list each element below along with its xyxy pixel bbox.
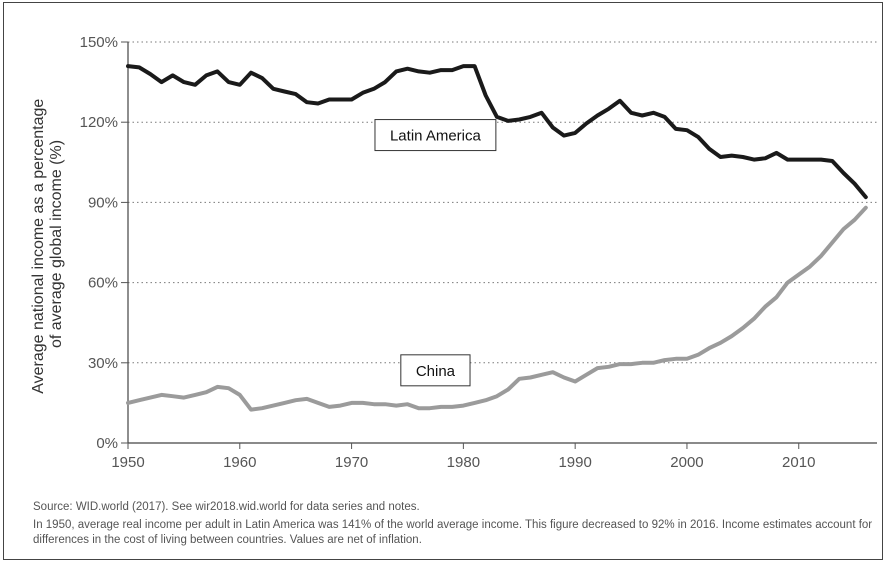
x-axis-ticks: 1950 1960 1970 1980 1990 2000 2010 [111,443,815,471]
y-axis-label: Average national income as a percentage … [30,94,65,393]
y-axis-label-line-1: Average national income as a percentage [30,99,47,394]
y-tick-label: 90% [88,194,118,211]
description-note: In 1950, average real income per adult i… [33,519,873,546]
latin-america-label: Latin America [374,119,497,152]
x-tick-label: 1960 [223,454,256,471]
x-tick-label: 2010 [782,454,815,471]
x-tick-label: 1950 [111,454,144,471]
x-tick-label: 2000 [670,454,703,471]
y-axis-label-line-2: of average global income (%) [48,140,65,348]
y-tick-label: 60% [88,275,118,292]
china-label-box [400,354,471,387]
y-tick-label: 120% [80,114,118,131]
figure-notes: Source: WID.world (2017). See wir2018.wi… [33,500,873,551]
latin-america-label-box [374,119,497,152]
series-lines [126,64,868,412]
x-tick-label: 1970 [335,454,368,471]
line-chart: 0% 30% 60% 90% 120% 150% 1950 1960 1970 1980 1990… [30,34,877,471]
axes [127,42,877,444]
x-tick-label: 1980 [447,454,480,471]
figure-frame [3,2,883,560]
source-note: Source: WID.world (2017). See wir2018.wi… [33,501,420,513]
latin-america-label-text: Latin America [390,128,482,145]
x-tick-label: 1990 [558,454,591,471]
y-tick-label: 150% [80,34,118,51]
china-line [126,205,868,412]
grid-lines [128,41,877,364]
china-label: China [400,354,471,387]
y-tick-label: 30% [88,355,118,372]
latin-america-line [126,64,868,200]
china-label-text: China [416,363,456,380]
series-labels: Latin America China [374,119,497,387]
y-axis-ticks: 0% 30% 60% 90% 120% 150% [80,34,128,452]
y-tick-label: 0% [96,435,118,452]
